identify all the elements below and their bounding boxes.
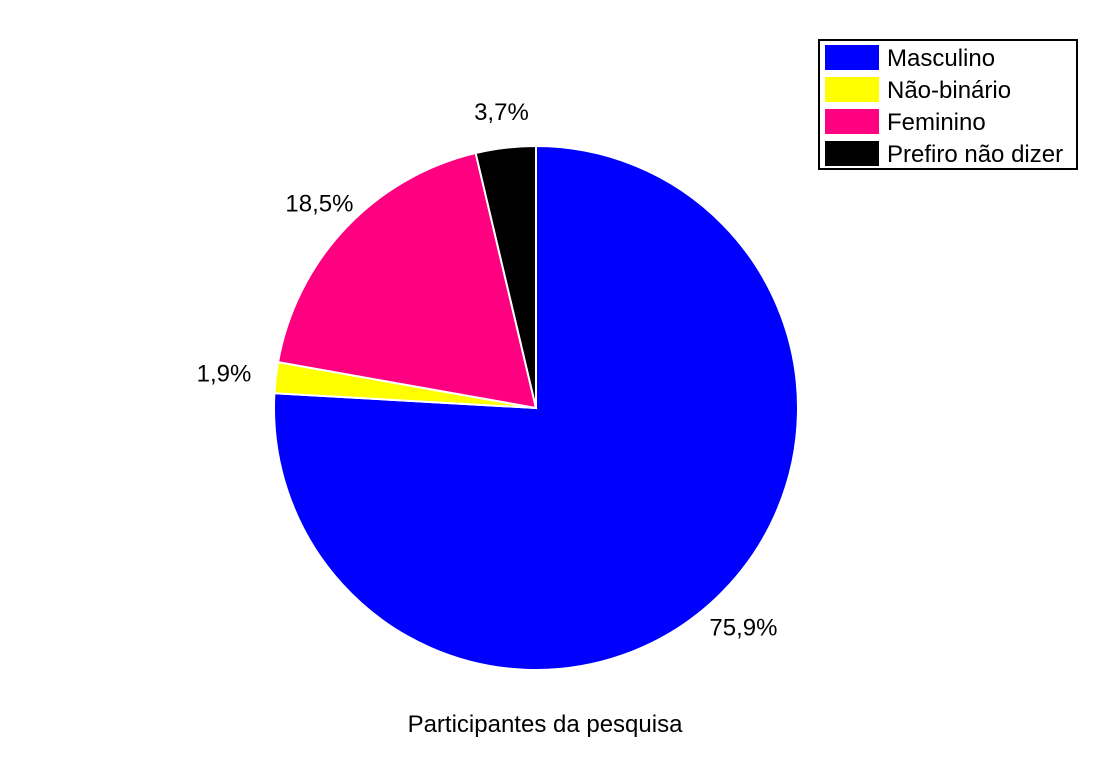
legend-label-masculino: Masculino	[887, 45, 995, 72]
pie-slice-feminino	[276, 151, 538, 410]
legend-label-prefiro-nao-dizer: Prefiro não dizer	[887, 141, 1063, 168]
legend-swatch-masculino	[825, 45, 879, 70]
slice-label-prefiro-nao-dizer: 3,7%	[474, 99, 529, 126]
slice-label-nao-binario: 1,9%	[197, 361, 252, 388]
slice-labels: 75,9% 1,9% 18,5% 3,7%	[197, 99, 778, 641]
chart-caption: Participantes da pesquisa	[408, 711, 683, 738]
slice-label-masculino: 75,9%	[709, 614, 777, 641]
legend: Masculino Não-binário Feminino Prefiro não …	[818, 39, 1078, 170]
legend-swatch-nao-binario	[825, 77, 879, 102]
legend-swatch-feminino	[825, 109, 879, 134]
legend-label-nao-binario: Não-binário	[887, 77, 1011, 104]
pie-slice-masculino	[273, 144, 799, 671]
legend-label-feminino: Feminino	[887, 109, 986, 136]
pie-slice-prefiro-nao-dizer	[474, 144, 537, 409]
legend-swatch-prefiro-nao-dizer	[825, 141, 879, 166]
pie-slices	[273, 144, 799, 671]
slice-label-feminino: 18,5%	[285, 190, 353, 217]
